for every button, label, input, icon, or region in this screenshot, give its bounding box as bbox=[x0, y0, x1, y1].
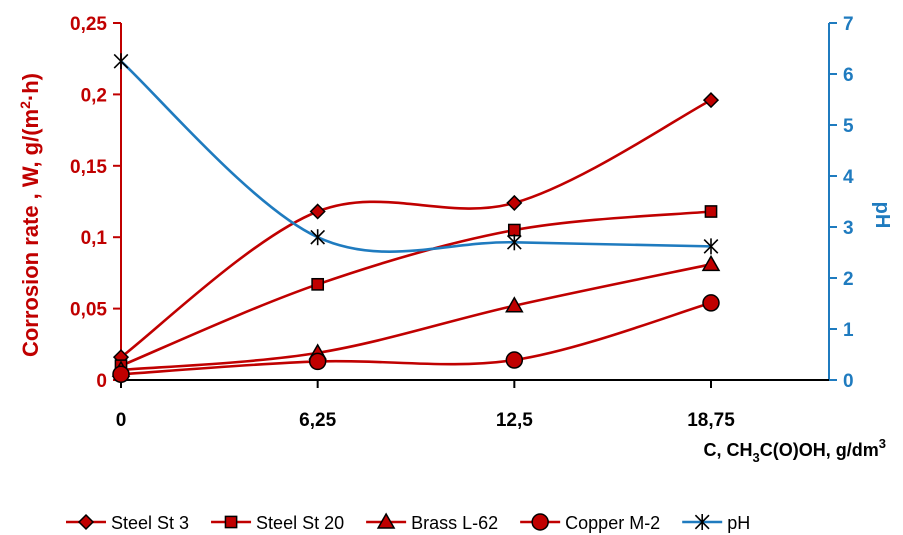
x-axis-title-sup: 3 bbox=[879, 436, 886, 451]
legend-label: pH bbox=[727, 513, 750, 533]
series-3 bbox=[112, 294, 720, 384]
y-left-tick-label: 0,25 bbox=[70, 14, 107, 35]
y-axis-left-title-suffix: ·h) bbox=[18, 73, 43, 101]
legend-marker bbox=[77, 513, 95, 531]
series-line bbox=[120, 301, 712, 376]
y-right-tick-label: 5 bbox=[843, 116, 854, 137]
data-point bbox=[113, 53, 129, 70]
data-point bbox=[701, 254, 721, 272]
x-axis-title: C, CH3C(O)OH, g/dm3 bbox=[704, 436, 886, 465]
data-point bbox=[702, 294, 720, 312]
series-2 bbox=[111, 254, 721, 377]
y-right-tick-label: 2 bbox=[843, 269, 854, 290]
series-0 bbox=[112, 92, 720, 366]
y-right-tick-label: 0 bbox=[843, 371, 854, 392]
legend-label: Steel St 3 bbox=[111, 513, 189, 533]
y-axis-right-title: pH bbox=[871, 202, 893, 229]
y-left-tick-label: 0,05 bbox=[70, 300, 107, 321]
legend-marker bbox=[531, 513, 549, 531]
legend-item: Copper M-2 bbox=[520, 513, 660, 533]
y-axis-left-title-sup: 2 bbox=[17, 101, 33, 109]
legend-marker bbox=[224, 515, 238, 529]
data-point bbox=[311, 277, 325, 291]
data-point bbox=[309, 203, 326, 220]
series-layer bbox=[111, 53, 721, 384]
x-tick-label: 6,25 bbox=[299, 410, 336, 431]
x-axis-title-main: C, CH bbox=[704, 440, 753, 460]
series-1 bbox=[114, 205, 718, 373]
y-right-tick-label: 7 bbox=[843, 14, 854, 35]
y-left-tick-label: 0 bbox=[96, 371, 107, 392]
legend-label: Copper M-2 bbox=[565, 513, 660, 533]
data-point bbox=[506, 234, 522, 251]
y-axis-left-title-main: Corrosion rate , W, g/(m bbox=[18, 109, 43, 357]
legend-label: Steel St 20 bbox=[256, 513, 344, 533]
legend-item: Steel St 3 bbox=[66, 513, 189, 533]
data-point bbox=[310, 229, 326, 246]
series-line bbox=[120, 263, 712, 372]
series-line bbox=[120, 210, 712, 367]
data-point bbox=[505, 351, 524, 369]
plot-axes bbox=[120, 23, 830, 381]
x-axis-title-middle: C(O)OH, g/dm bbox=[760, 440, 879, 460]
data-point bbox=[507, 223, 521, 237]
x-axis-title-sub: 3 bbox=[753, 450, 760, 465]
y-right-tick-label: 4 bbox=[843, 167, 854, 188]
legend-item: Brass L-62 bbox=[366, 512, 498, 533]
y-right-tick-label: 1 bbox=[843, 320, 854, 341]
y-left-tick-label: 0,15 bbox=[70, 157, 107, 178]
x-tick-label: 12,5 bbox=[496, 410, 533, 431]
y-right-tick-label: 3 bbox=[843, 218, 854, 239]
y-right-ticks: 0 1 2 3 4 5 6 7 bbox=[829, 14, 854, 392]
legend: Steel St 3 Steel St 20 Brass L-62 Copper M-… bbox=[66, 512, 750, 533]
y-left-ticks: 0 0,05 0,1 0,15 0,2 0,25 bbox=[70, 14, 121, 392]
y-right-tick-label: 6 bbox=[843, 65, 854, 86]
x-ticks: 0 6,25 12,5 18,75 bbox=[116, 380, 735, 431]
data-point bbox=[703, 238, 719, 255]
data-point bbox=[702, 92, 720, 109]
data-point bbox=[506, 194, 523, 211]
y-left-tick-label: 0,2 bbox=[81, 85, 107, 106]
data-point bbox=[308, 352, 327, 371]
x-tick-label: 0 bbox=[116, 410, 127, 431]
data-point bbox=[505, 296, 524, 313]
legend-marker bbox=[376, 512, 396, 529]
legend-item: pH bbox=[682, 513, 750, 533]
series-line bbox=[120, 98, 712, 359]
legend-marker bbox=[694, 514, 710, 530]
y-left-tick-label: 0,1 bbox=[81, 228, 108, 249]
series-4 bbox=[113, 53, 719, 255]
legend-label: Brass L-62 bbox=[411, 513, 498, 533]
data-point bbox=[112, 365, 130, 384]
y-axis-left-title: Corrosion rate , W, g/(m2·h) bbox=[17, 73, 43, 357]
legend-item: Steel St 20 bbox=[211, 513, 344, 533]
data-point bbox=[704, 205, 718, 218]
series-line bbox=[120, 60, 712, 253]
x-tick-label: 18,75 bbox=[687, 410, 735, 431]
